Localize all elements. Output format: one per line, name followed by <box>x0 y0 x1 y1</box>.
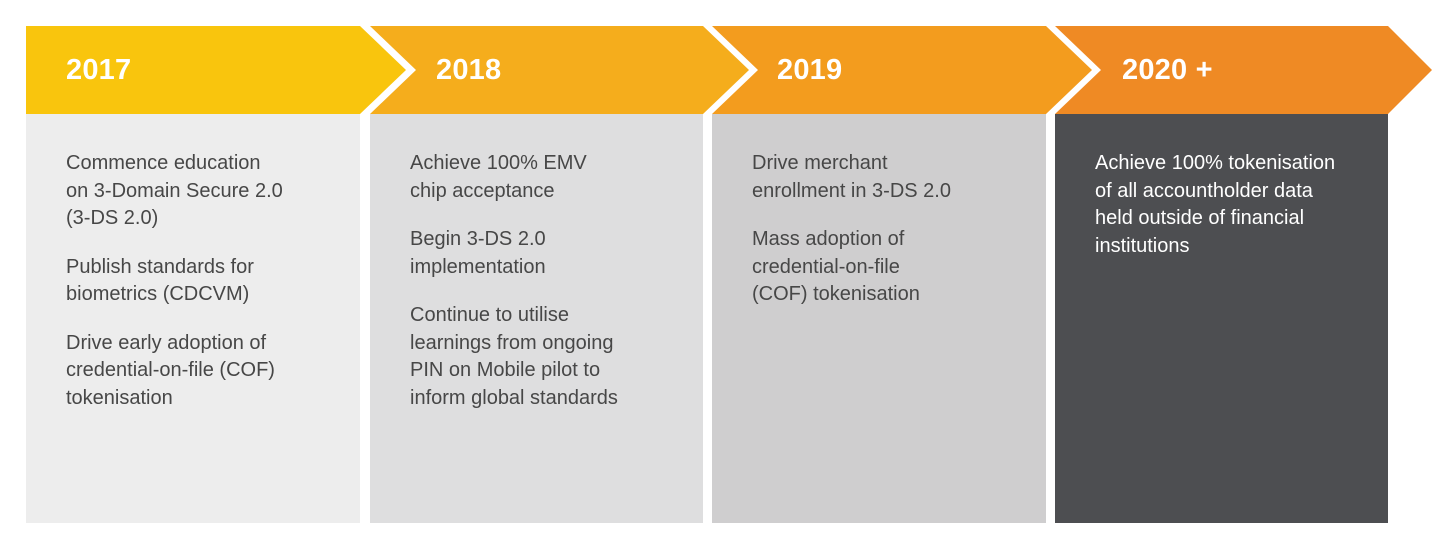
milestone-text: Achieve 100% EMV chip acceptance <box>410 152 587 202</box>
year-label-2018: 2018 <box>436 53 502 86</box>
arrow-2019 <box>712 26 1092 114</box>
milestone-text: Mass adoption of credential-on-file (COF… <box>752 228 920 305</box>
arrow-2020 <box>1055 26 1432 114</box>
panel-2019: Drive merchant enrollment in 3-DS 2.0 Ma… <box>712 114 1046 523</box>
panel-2020: Achieve 100% tokenisation of all account… <box>1055 114 1388 523</box>
year-label-2019: 2019 <box>777 53 843 86</box>
arrow-2018 <box>370 26 749 114</box>
milestone-text: Achieve 100% tokenisation of all account… <box>1095 152 1336 257</box>
arrow-2017 <box>26 26 406 114</box>
milestone-text: Continue to utilise learnings from ongoi… <box>410 304 618 409</box>
milestone-text: Drive merchant enrollment in 3-DS 2.0 <box>752 152 951 202</box>
milestone-text: Drive early adoption of credential-on-fi… <box>66 331 275 409</box>
milestone-text: Commence education on 3-Domain Secure 2.… <box>66 152 283 229</box>
panel-2017: Commence education on 3-Domain Secure 2.… <box>26 114 360 523</box>
year-label-2020: 2020 + <box>1122 53 1213 86</box>
year-label-2017: 2017 <box>66 53 132 86</box>
panel-2018: Achieve 100% EMV chip acceptance Begin 3… <box>370 114 703 523</box>
milestone-text: Publish standards for biometrics (CDCVM) <box>66 255 254 306</box>
milestone-text: Begin 3-DS 2.0 implementation <box>410 228 546 278</box>
